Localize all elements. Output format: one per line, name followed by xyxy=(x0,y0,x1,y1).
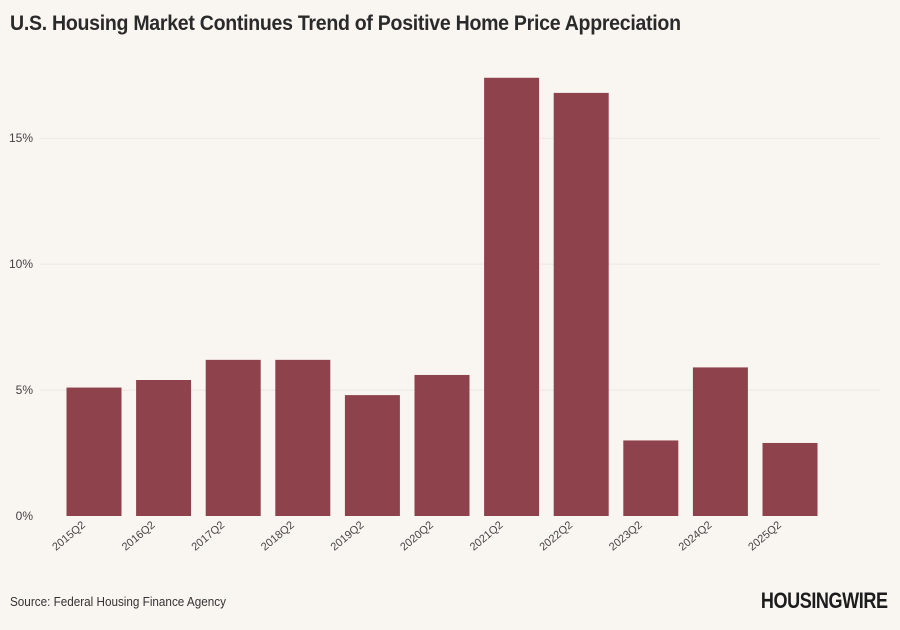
bar xyxy=(205,359,261,516)
y-axis-ticks: 0% 5% 10% 15% xyxy=(9,131,33,523)
bar xyxy=(414,374,470,516)
y-tick-label: 10% xyxy=(9,257,33,271)
bar xyxy=(275,359,331,516)
bar xyxy=(66,387,122,516)
bar xyxy=(344,395,400,516)
x-tick-label: 2021Q2 xyxy=(468,519,506,553)
x-tick-label: 2017Q2 xyxy=(189,519,227,553)
x-tick-label: 2016Q2 xyxy=(120,519,158,553)
x-tick-label: 2015Q2 xyxy=(50,519,88,553)
housingwire-logo: HOUSINGWIRE xyxy=(761,588,888,613)
bar xyxy=(484,77,540,517)
x-tick-label: 2023Q2 xyxy=(607,519,645,553)
x-tick-label: 2018Q2 xyxy=(259,519,297,553)
bar xyxy=(623,440,679,516)
x-tick-label: 2019Q2 xyxy=(329,519,367,553)
bar xyxy=(553,92,609,516)
gridlines xyxy=(40,137,880,391)
bar xyxy=(692,367,748,516)
x-tick-label: 2020Q2 xyxy=(398,519,436,553)
y-tick-label: 0% xyxy=(16,509,34,523)
x-axis-ticks: 2015Q2 2016Q2 2017Q2 2018Q2 2019Q2 2020Q2 2021… xyxy=(50,519,784,553)
x-tick-label: 2022Q2 xyxy=(537,519,575,553)
source-note: Source: Federal Housing Finance Agency xyxy=(10,594,226,609)
x-tick-label: 2025Q2 xyxy=(746,519,784,553)
y-tick-label: 5% xyxy=(16,383,34,397)
chart-title: U.S. Housing Market Continues Trend of P… xyxy=(10,12,681,35)
y-tick-label: 15% xyxy=(9,131,33,145)
bars xyxy=(66,77,818,517)
bar xyxy=(136,380,192,516)
bar xyxy=(762,442,818,516)
x-tick-label: 2024Q2 xyxy=(677,519,715,553)
